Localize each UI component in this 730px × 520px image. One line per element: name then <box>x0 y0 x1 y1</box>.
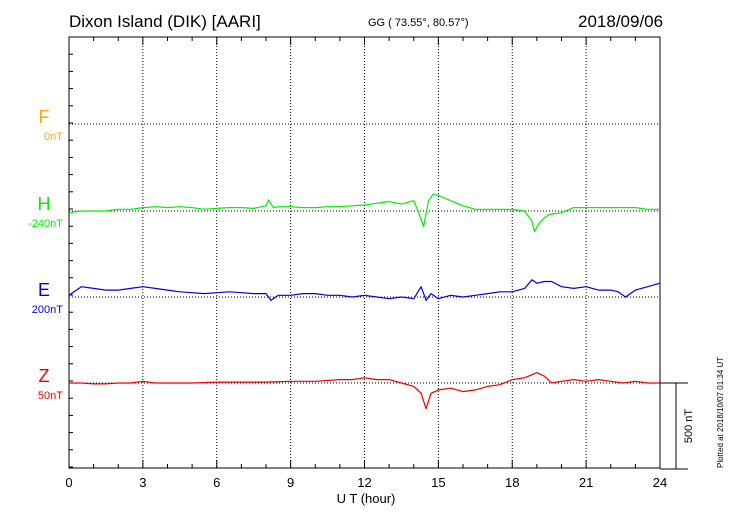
series-labels: F 0nT H -240nT E 200nT Z 50nT <box>28 107 63 402</box>
series-name-f: F <box>39 107 50 127</box>
x-tick-label: 21 <box>579 475 593 490</box>
plotted-timestamp: Plotted at 2018/10/07 01:34 UT <box>716 356 725 468</box>
series-name-z: Z <box>39 366 50 386</box>
series-baseline-f: 0nT <box>44 131 63 143</box>
series-baseline-e: 200nT <box>32 304 63 316</box>
x-tick-label: 18 <box>505 475 519 490</box>
series-line-z <box>69 372 660 410</box>
x-tick-label: 0 <box>65 475 72 490</box>
x-tick-label: 24 <box>653 475 667 490</box>
chart-title: Dixon Island (DIK) [AARI] <box>69 12 261 31</box>
chart-date: 2018/09/06 <box>578 12 664 31</box>
x-axis-label: U T (hour) <box>337 491 396 506</box>
series-line-h <box>68 193 660 233</box>
series-baseline-z: 50nT <box>38 390 63 402</box>
station-coordinates: GG ( 73.55°, 80.57°) <box>368 17 469 29</box>
x-tick-label: 6 <box>213 475 220 490</box>
x-tick-label: 9 <box>287 475 294 490</box>
ticks-layer: 0 3 6 9 12 15 18 21 24 <box>65 36 667 490</box>
x-tick-label: 3 <box>139 475 146 490</box>
x-tick-label: 12 <box>357 475 371 490</box>
series-line-e <box>68 279 661 301</box>
scale-bar: 500 nT <box>660 382 695 470</box>
grid-layer <box>69 37 660 468</box>
series-name-e: E <box>38 280 50 300</box>
x-tick-label: 15 <box>431 475 445 490</box>
series-name-h: H <box>38 194 51 214</box>
scale-bar-label: 500 nT <box>683 409 695 444</box>
series-layer <box>68 193 661 410</box>
series-baseline-h: -240nT <box>28 218 63 230</box>
